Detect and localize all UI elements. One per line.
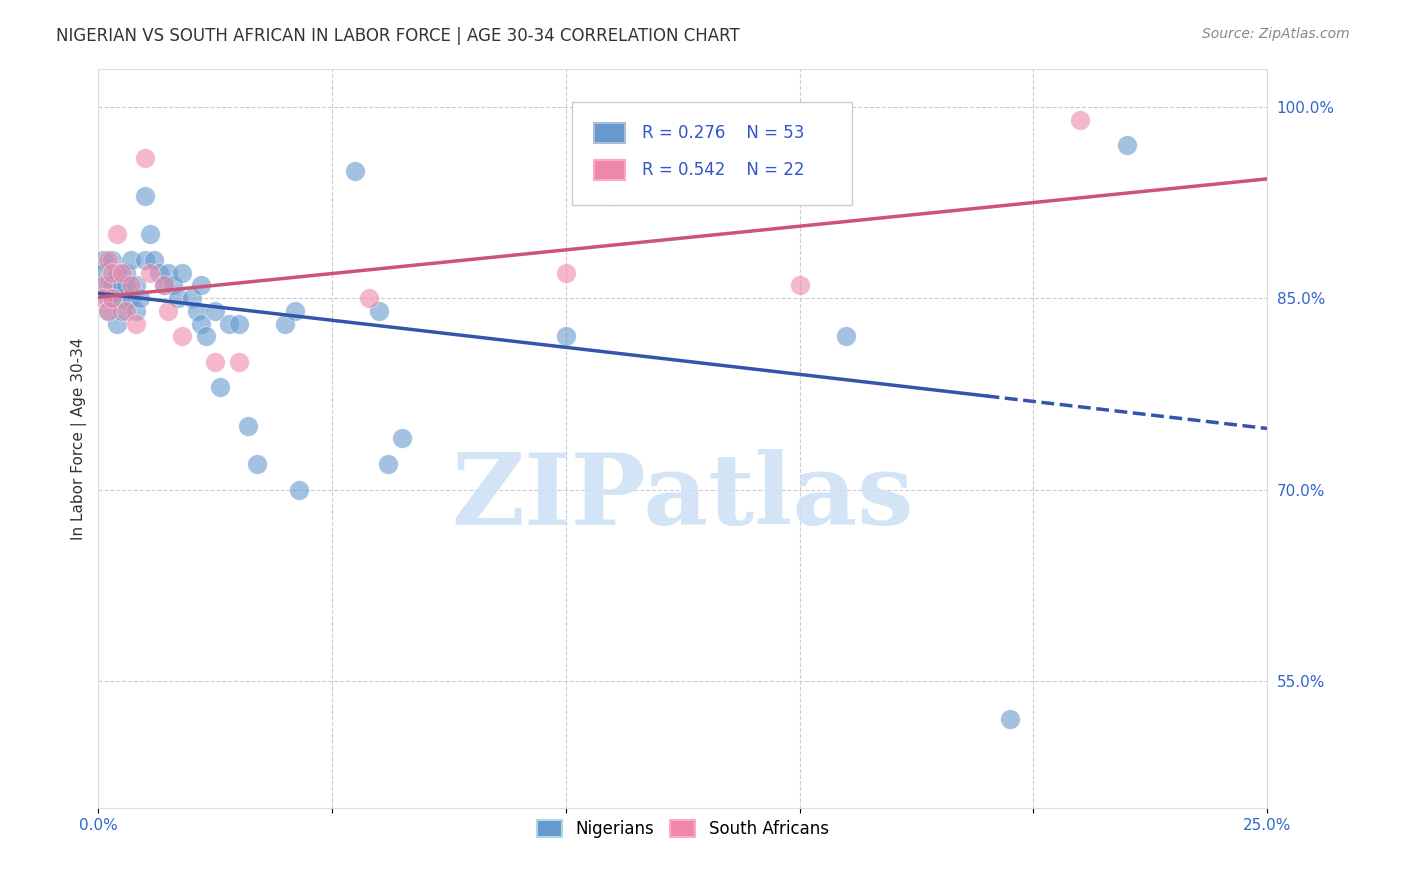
Nigerians: [101, 278, 124, 293]
South Africans: [1069, 112, 1091, 127]
South Africans: [789, 278, 811, 293]
FancyBboxPatch shape: [572, 102, 852, 205]
South Africans: [359, 291, 381, 305]
South Africans: [115, 304, 138, 318]
Text: Source: ZipAtlas.com: Source: ZipAtlas.com: [1202, 27, 1350, 41]
South Africans: [172, 329, 194, 343]
South Africans: [157, 304, 180, 318]
Text: R = 0.542    N = 22: R = 0.542 N = 22: [641, 161, 804, 179]
Nigerians: [190, 278, 212, 293]
Nigerians: [115, 266, 138, 280]
Nigerians: [391, 432, 413, 446]
Nigerians: [218, 317, 240, 331]
Nigerians: [835, 329, 858, 343]
Text: NIGERIAN VS SOUTH AFRICAN IN LABOR FORCE | AGE 30-34 CORRELATION CHART: NIGERIAN VS SOUTH AFRICAN IN LABOR FORCE…: [56, 27, 740, 45]
Nigerians: [125, 304, 148, 318]
South Africans: [101, 266, 124, 280]
South Africans: [139, 266, 162, 280]
Nigerians: [602, 189, 624, 203]
South Africans: [101, 291, 124, 305]
Nigerians: [97, 291, 120, 305]
Nigerians: [208, 380, 231, 394]
Nigerians: [236, 418, 259, 433]
Nigerians: [998, 712, 1021, 726]
Nigerians: [111, 291, 134, 305]
Nigerians: [288, 483, 311, 497]
Nigerians: [162, 278, 184, 293]
Nigerians: [172, 266, 194, 280]
South Africans: [97, 252, 120, 267]
Nigerians: [274, 317, 297, 331]
South Africans: [125, 317, 148, 331]
Y-axis label: In Labor Force | Age 30-34: In Labor Force | Age 30-34: [72, 337, 87, 540]
Nigerians: [97, 304, 120, 318]
Nigerians: [367, 304, 389, 318]
Nigerians: [91, 266, 114, 280]
Nigerians: [129, 291, 152, 305]
South Africans: [97, 304, 120, 318]
South Africans: [204, 355, 226, 369]
Nigerians: [194, 329, 217, 343]
South Africans: [91, 291, 114, 305]
Nigerians: [148, 266, 170, 280]
Nigerians: [101, 252, 124, 267]
Nigerians: [246, 457, 269, 471]
Nigerians: [97, 278, 120, 293]
Nigerians: [143, 252, 166, 267]
South Africans: [111, 266, 134, 280]
South Africans: [105, 227, 128, 242]
Nigerians: [152, 278, 174, 293]
South Africans: [228, 355, 250, 369]
Nigerians: [344, 163, 367, 178]
Nigerians: [105, 317, 128, 331]
Nigerians: [186, 304, 208, 318]
Nigerians: [204, 304, 226, 318]
South Africans: [152, 278, 174, 293]
Nigerians: [554, 329, 576, 343]
Nigerians: [111, 304, 134, 318]
Nigerians: [134, 252, 156, 267]
Nigerians: [139, 227, 162, 242]
Nigerians: [91, 252, 114, 267]
Nigerians: [1115, 138, 1137, 153]
Nigerians: [101, 291, 124, 305]
South Africans: [134, 151, 156, 165]
Legend: Nigerians, South Africans: Nigerians, South Africans: [530, 813, 835, 845]
Nigerians: [190, 317, 212, 331]
Nigerians: [134, 189, 156, 203]
Nigerians: [115, 278, 138, 293]
South Africans: [120, 278, 142, 293]
Nigerians: [377, 457, 399, 471]
Nigerians: [180, 291, 202, 305]
Nigerians: [166, 291, 188, 305]
FancyBboxPatch shape: [593, 123, 626, 143]
Nigerians: [120, 252, 142, 267]
South Africans: [554, 266, 576, 280]
Text: R = 0.276    N = 53: R = 0.276 N = 53: [641, 124, 804, 142]
FancyBboxPatch shape: [593, 160, 626, 180]
Nigerians: [125, 278, 148, 293]
Nigerians: [105, 266, 128, 280]
Text: ZIPatlas: ZIPatlas: [451, 450, 914, 546]
Nigerians: [284, 304, 307, 318]
Nigerians: [120, 291, 142, 305]
Nigerians: [111, 278, 134, 293]
Nigerians: [157, 266, 180, 280]
Nigerians: [228, 317, 250, 331]
South Africans: [91, 278, 114, 293]
